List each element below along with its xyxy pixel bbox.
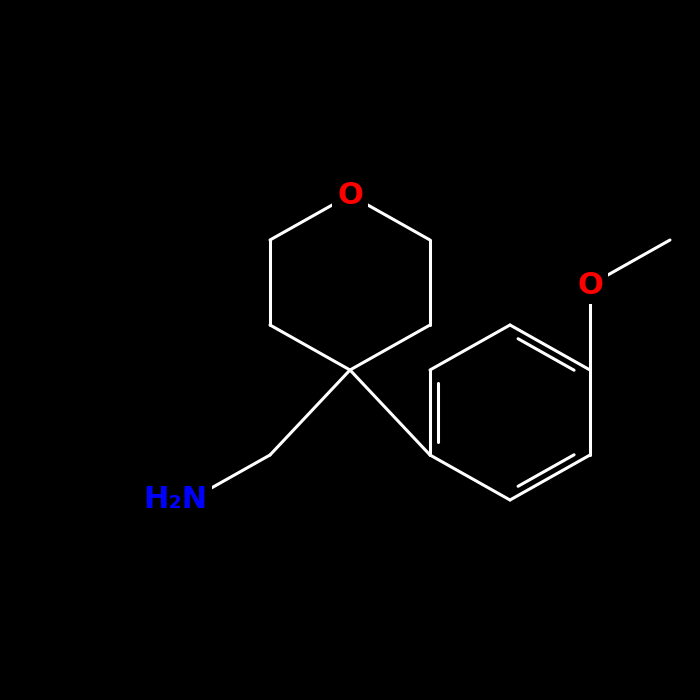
Text: O: O — [577, 270, 603, 300]
Text: H₂N: H₂N — [143, 486, 207, 514]
Text: O: O — [337, 181, 363, 209]
